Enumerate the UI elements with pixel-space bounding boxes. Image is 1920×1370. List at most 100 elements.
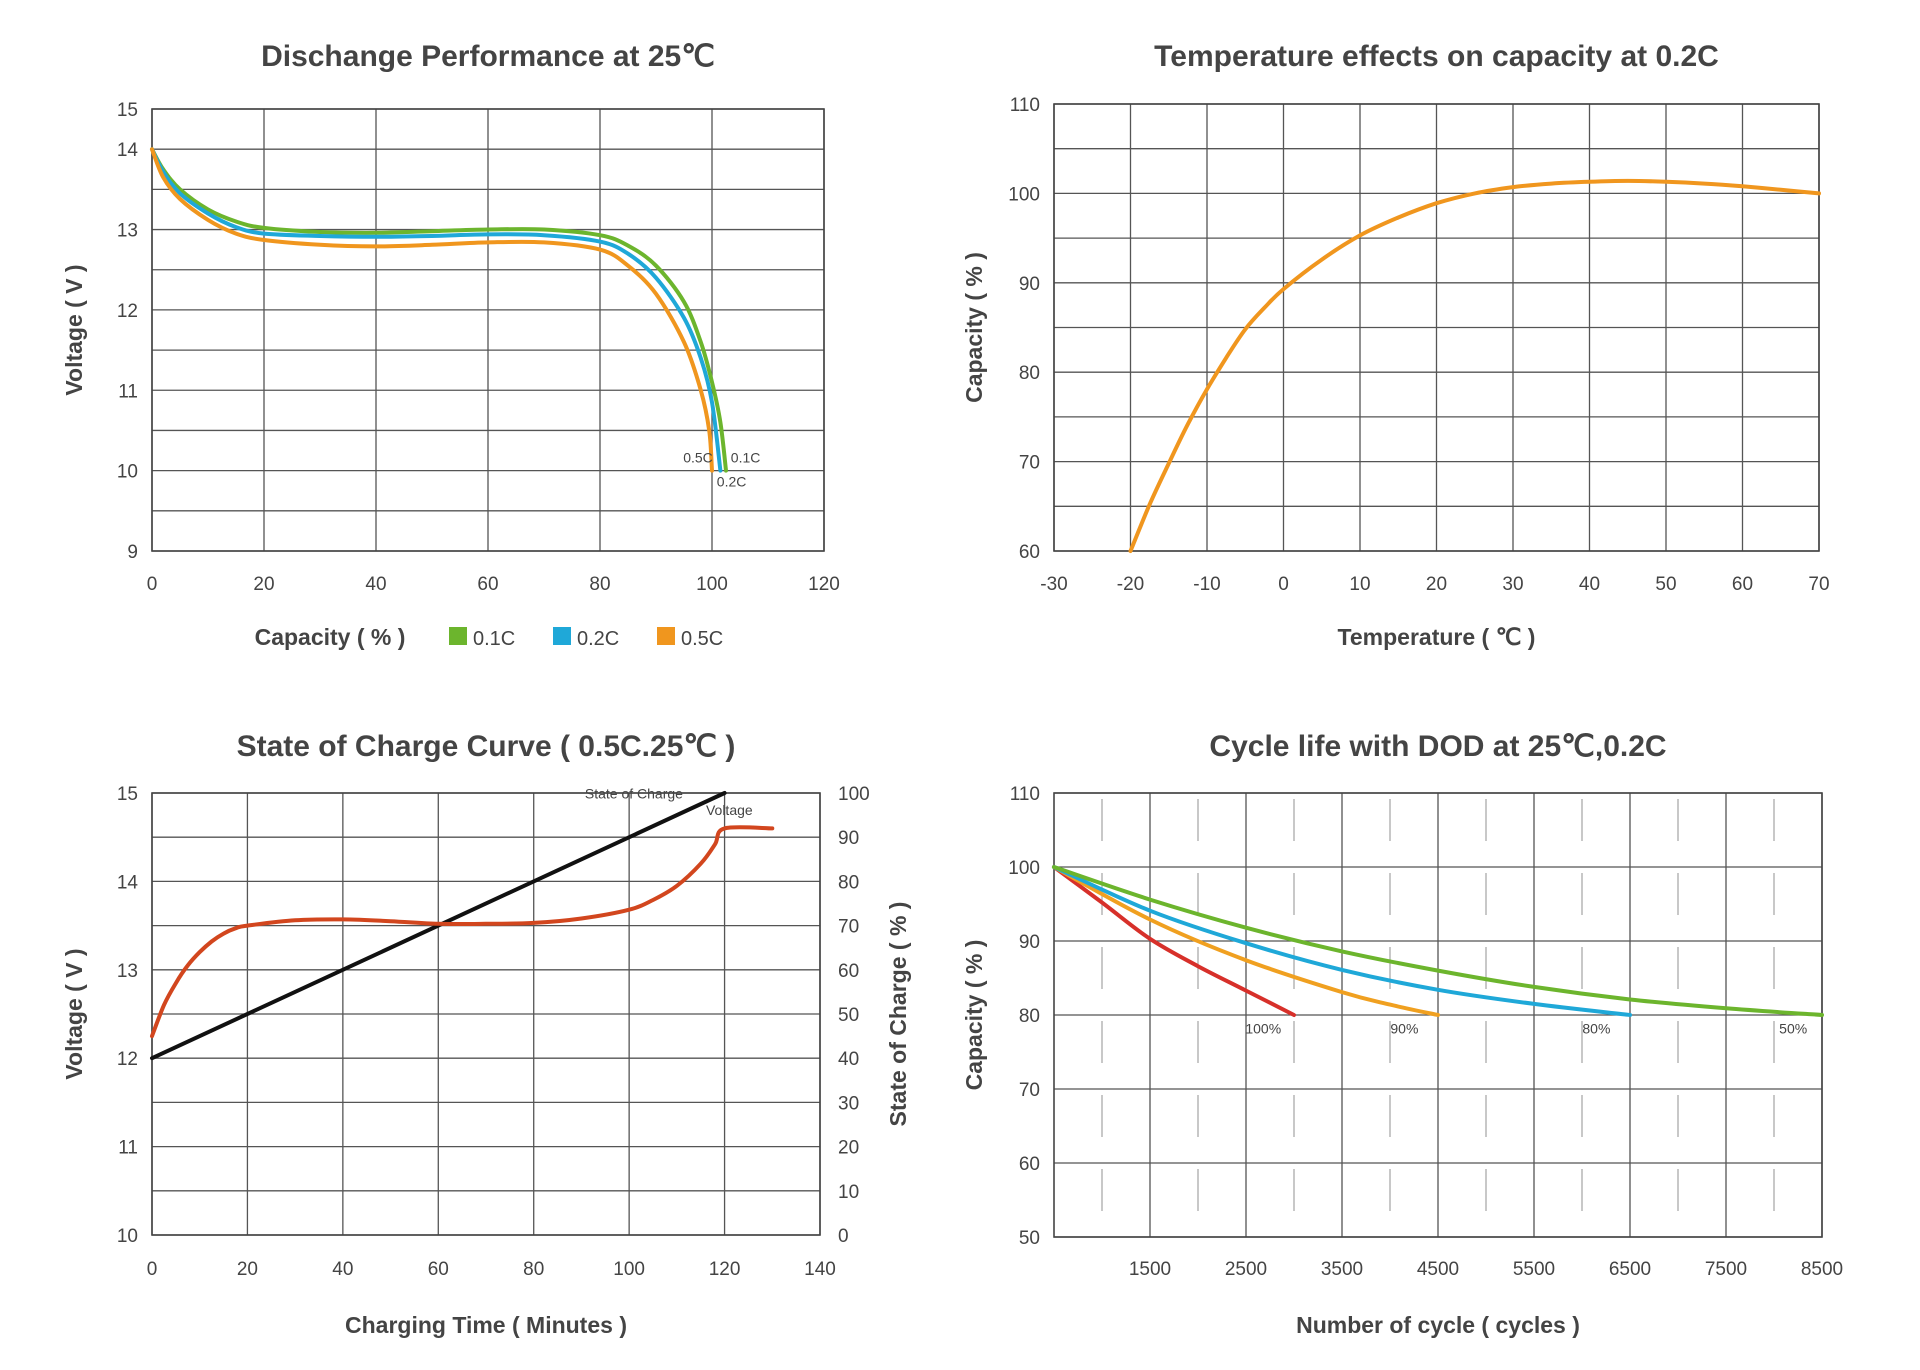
y-tick-label: 80 [1019,363,1040,384]
x-tick-label: 3500 [1321,1259,1363,1280]
x-tick-label: 60 [1732,574,1753,595]
data-annotation: 0.2C [717,474,747,490]
x-tick-label: 5500 [1513,1259,1555,1280]
y2-tick-label: 0 [838,1226,849,1247]
x-axis-label: Capacity ( % ) [255,624,406,650]
y2-tick-label: 20 [838,1138,859,1159]
legend-item: 0.5C [657,627,723,650]
chart-title: State of Charge Curve ( 0.5C.25℃ ) [237,730,736,763]
y-tick-label: 60 [1019,1154,1040,1175]
y-tick-label: 90 [1019,274,1040,295]
x-tick-label: 50 [1655,574,1676,595]
series-line-80 [1052,865,1632,1017]
plot-frame [1053,103,1820,552]
y2-tick-label: 10 [838,1182,859,1203]
x-tick-label: 120 [808,574,840,595]
x-tick-label: 60 [477,574,498,595]
legend-swatch [449,627,467,645]
data-annotation: 100% [1245,1021,1281,1037]
x-tick-label: -30 [1040,574,1067,595]
y-tick-label: 50 [1019,1228,1040,1249]
y2-tick-label: 50 [838,1005,859,1026]
x-tick-label: 80 [589,574,610,595]
chart-discharge: Dischange Performance at 25℃0 20 40 60 80 100… [61,40,840,650]
y-tick-label: 11 [118,381,138,402]
legend-label: 0.1C [473,628,515,650]
legend-swatch [657,627,675,645]
series-line-0-2c [150,147,723,473]
x-tick-label: -20 [1117,574,1144,595]
x-tick-label: -10 [1193,574,1220,595]
x-tick-label: 40 [1579,574,1600,595]
series-line-0-1c [150,147,728,473]
series-line-capacity [1128,178,1821,553]
chart-title: Cycle life with DOD at 25℃,0.2C [1209,730,1666,763]
x-axis-label: Charging Time ( Minutes ) [345,1312,627,1338]
data-annotation: 50% [1779,1021,1807,1037]
x-tick-label: 20 [237,1259,258,1280]
chart-cycle: Cycle life with DOD at 25℃,0.2C 1500 2500 3… [961,730,1843,1338]
y-axis-label: Capacity ( % ) [961,940,987,1091]
x-tick-label: 4500 [1417,1259,1459,1280]
y-tick-label: 60 [1019,542,1040,563]
y2-tick-label: 90 [838,828,859,849]
x-tick-label: 30 [1502,574,1523,595]
x-axis-label: Temperature ( ℃ ) [1338,624,1536,650]
x-tick-label: 100 [613,1259,645,1280]
legend-item: 0.1C [449,627,515,650]
y-tick-label: 110 [1010,95,1040,116]
y-axis-label: Capacity ( % ) [961,252,987,403]
legend-label: 0.2C [577,628,619,650]
x-tick-label: 6500 [1609,1259,1651,1280]
x-tick-label: 40 [365,574,386,595]
y-tick-label: 70 [1019,1080,1040,1101]
y-tick-label: 13 [117,961,138,982]
y-tick-label: 14 [117,872,139,893]
x-tick-label: 20 [253,574,274,595]
legend-item: 0.2C [553,627,619,650]
data-annotation: 80% [1582,1021,1610,1037]
x-tick-label: 120 [709,1259,741,1280]
plot-frame [151,108,825,552]
y-tick-label: 11 [118,1138,138,1159]
chart-title: Temperature effects on capacity at 0.2C [1154,40,1719,73]
data-annotation: Voltage [706,802,753,818]
y-axis-label: Voltage ( V ) [61,264,87,395]
y2-tick-label: 40 [838,1049,859,1070]
y2-tick-label: 100 [838,784,870,805]
x-tick-label: 10 [1349,574,1370,595]
x-tick-label: 7500 [1705,1259,1747,1280]
legend-label: 0.5C [681,628,723,650]
y-tick-label: 10 [117,1226,138,1247]
y-tick-label: 100 [1008,184,1040,205]
y2-axis-label: State of Charge ( % ) [885,902,911,1127]
x-tick-label: 2500 [1225,1259,1267,1280]
y-tick-label: 100 [1008,858,1040,879]
series-line-voltage [150,825,775,1039]
x-tick-label: 1500 [1129,1259,1171,1280]
plot-frame [151,792,821,1236]
chart-soc: State of Charge Curve ( 0.5C.25℃ ) 0 20 40 6… [61,730,911,1338]
data-annotation: 90% [1390,1021,1418,1037]
x-tick-label: 140 [804,1259,836,1280]
y-tick-label: 10 [117,462,138,483]
y-tick-label: 90 [1019,932,1040,953]
legend-swatch [553,627,571,645]
series-line-100 [1052,865,1296,1017]
x-tick-label: 8500 [1801,1259,1843,1280]
x-tick-label: 60 [428,1259,449,1280]
x-tick-label: 70 [1808,574,1829,595]
chart-title: Dischange Performance at 25℃ [261,40,715,73]
y2-tick-label: 70 [838,917,859,938]
y2-tick-label: 30 [838,1093,859,1114]
y-tick-label: 110 [1010,784,1040,805]
x-axis-label: Number of cycle ( cycles ) [1296,1312,1580,1338]
y-tick-label: 9 [127,542,138,563]
series-line-90 [1052,865,1440,1017]
x-tick-label: 80 [523,1259,544,1280]
x-tick-label: 40 [332,1259,353,1280]
data-annotation: 0.1C [731,450,761,466]
y-tick-label: 80 [1019,1006,1040,1027]
y-tick-label: 15 [117,784,138,805]
